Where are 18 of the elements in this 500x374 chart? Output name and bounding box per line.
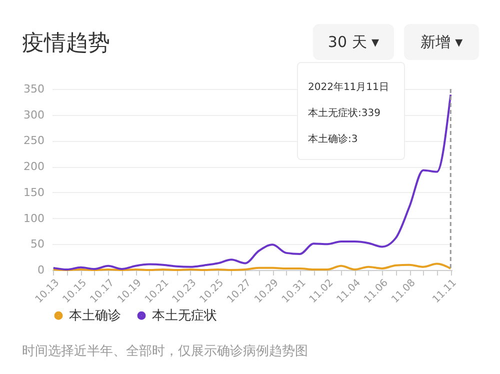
annotation: 本土无症状:339 (308, 106, 382, 121)
y-tick-label: 150 (24, 186, 44, 199)
tooltip-box: 2022年11月11日 本土无症状:339 本土确诊:3 (297, 62, 405, 160)
y-tick-label: 350 (24, 82, 44, 96)
y-tick-label: 300 (24, 108, 44, 122)
text: 时间选择近半年、全部时，仅展示确诊病例趋势图 (22, 342, 308, 360)
legend-label: 本土无症状 (152, 308, 217, 324)
annotation: 本土确诊:3 (308, 132, 359, 147)
y-tick-label: 250 (24, 134, 44, 148)
y-tick-label: 0 (38, 264, 44, 276)
y-tick-label: 50 (30, 238, 44, 251)
chart-title: 疫情趋势 (22, 30, 110, 58)
y-tick-label: 100 (24, 212, 44, 225)
y-tick-label: 200 (24, 160, 44, 174)
dropdown-button: 30 天 ▾ (313, 24, 394, 60)
legend-label: 本土确诊 (69, 308, 121, 324)
annotation: 2022年11月11日 (308, 81, 390, 95)
dropdown-button: 新增 ▾ (404, 24, 479, 60)
